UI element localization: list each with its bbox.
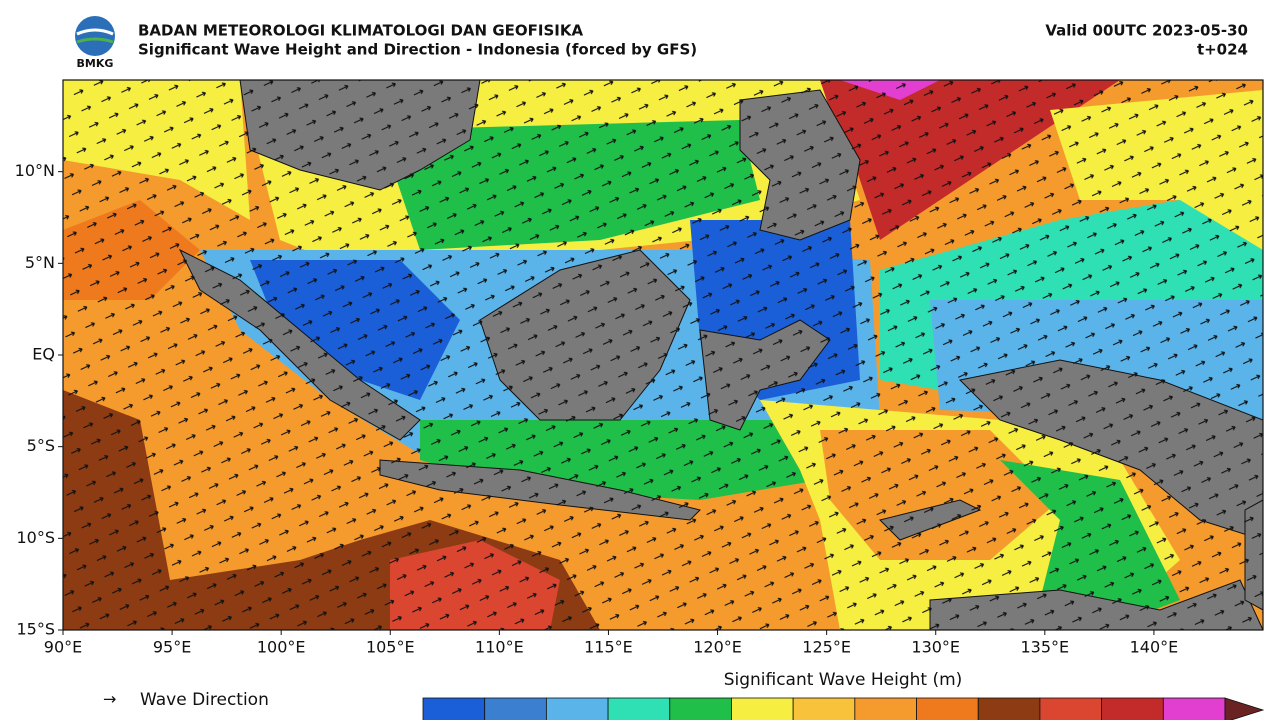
forecast-step: t+024 [1197, 41, 1248, 59]
colorbar-swatch [731, 697, 794, 720]
x-tick-label: 140°E [1130, 638, 1179, 657]
legend-arrow: → [103, 690, 116, 709]
y-tick-label: 10°S [16, 528, 55, 547]
colorbar-swatch [484, 697, 547, 720]
y-tick-label: 15°S [16, 620, 55, 639]
colorbar-swatch [792, 697, 856, 720]
colorbar-swatch [1101, 697, 1164, 720]
y-tick-label: EQ [32, 345, 55, 364]
x-tick-label: 135°E [1020, 638, 1069, 657]
x-tick-label: 110°E [475, 638, 524, 657]
y-tick-label: 5°S [27, 436, 55, 455]
colorbar-swatch [854, 697, 917, 720]
x-tick-label: 130°E [911, 638, 960, 657]
x-tick-label: 125°E [802, 638, 851, 657]
x-tick-label: 120°E [693, 638, 742, 657]
x-tick-label: 95°E [153, 638, 191, 657]
wave-field [63, 80, 1263, 630]
logo: BMKG [75, 16, 115, 70]
legend-label: Wave Direction [140, 690, 269, 710]
x-tick-label: 105°E [366, 638, 415, 657]
colorbar-swatch [422, 697, 486, 720]
org-title: BADAN METEOROLOGI KLIMATOLOGI DAN GEOFIS… [138, 22, 583, 40]
colorbar-swatch [916, 697, 979, 720]
colorbar-swatch [669, 697, 732, 720]
x-tick-label: 115°E [584, 638, 633, 657]
logo-label: BMKG [77, 57, 114, 70]
valid-time: Valid 00UTC 2023-05-30 [1045, 22, 1248, 40]
colorbar-extend [1224, 697, 1265, 720]
x-tick-label: 90°E [44, 638, 82, 657]
x-tick-label: 100°E [257, 638, 306, 657]
colorbar-title: Significant Wave Height (m) [724, 670, 963, 690]
y-tick-label: 5°N [25, 253, 55, 272]
colorbar-swatch [1039, 697, 1103, 720]
subtitle: Significant Wave Height and Direction - … [138, 41, 697, 59]
colorbar-swatch [977, 697, 1041, 720]
colorbar-swatch [545, 697, 609, 720]
colorbar-swatch [1162, 697, 1226, 720]
colorbar-swatch [607, 697, 671, 720]
y-tick-label: 10°N [15, 161, 55, 180]
